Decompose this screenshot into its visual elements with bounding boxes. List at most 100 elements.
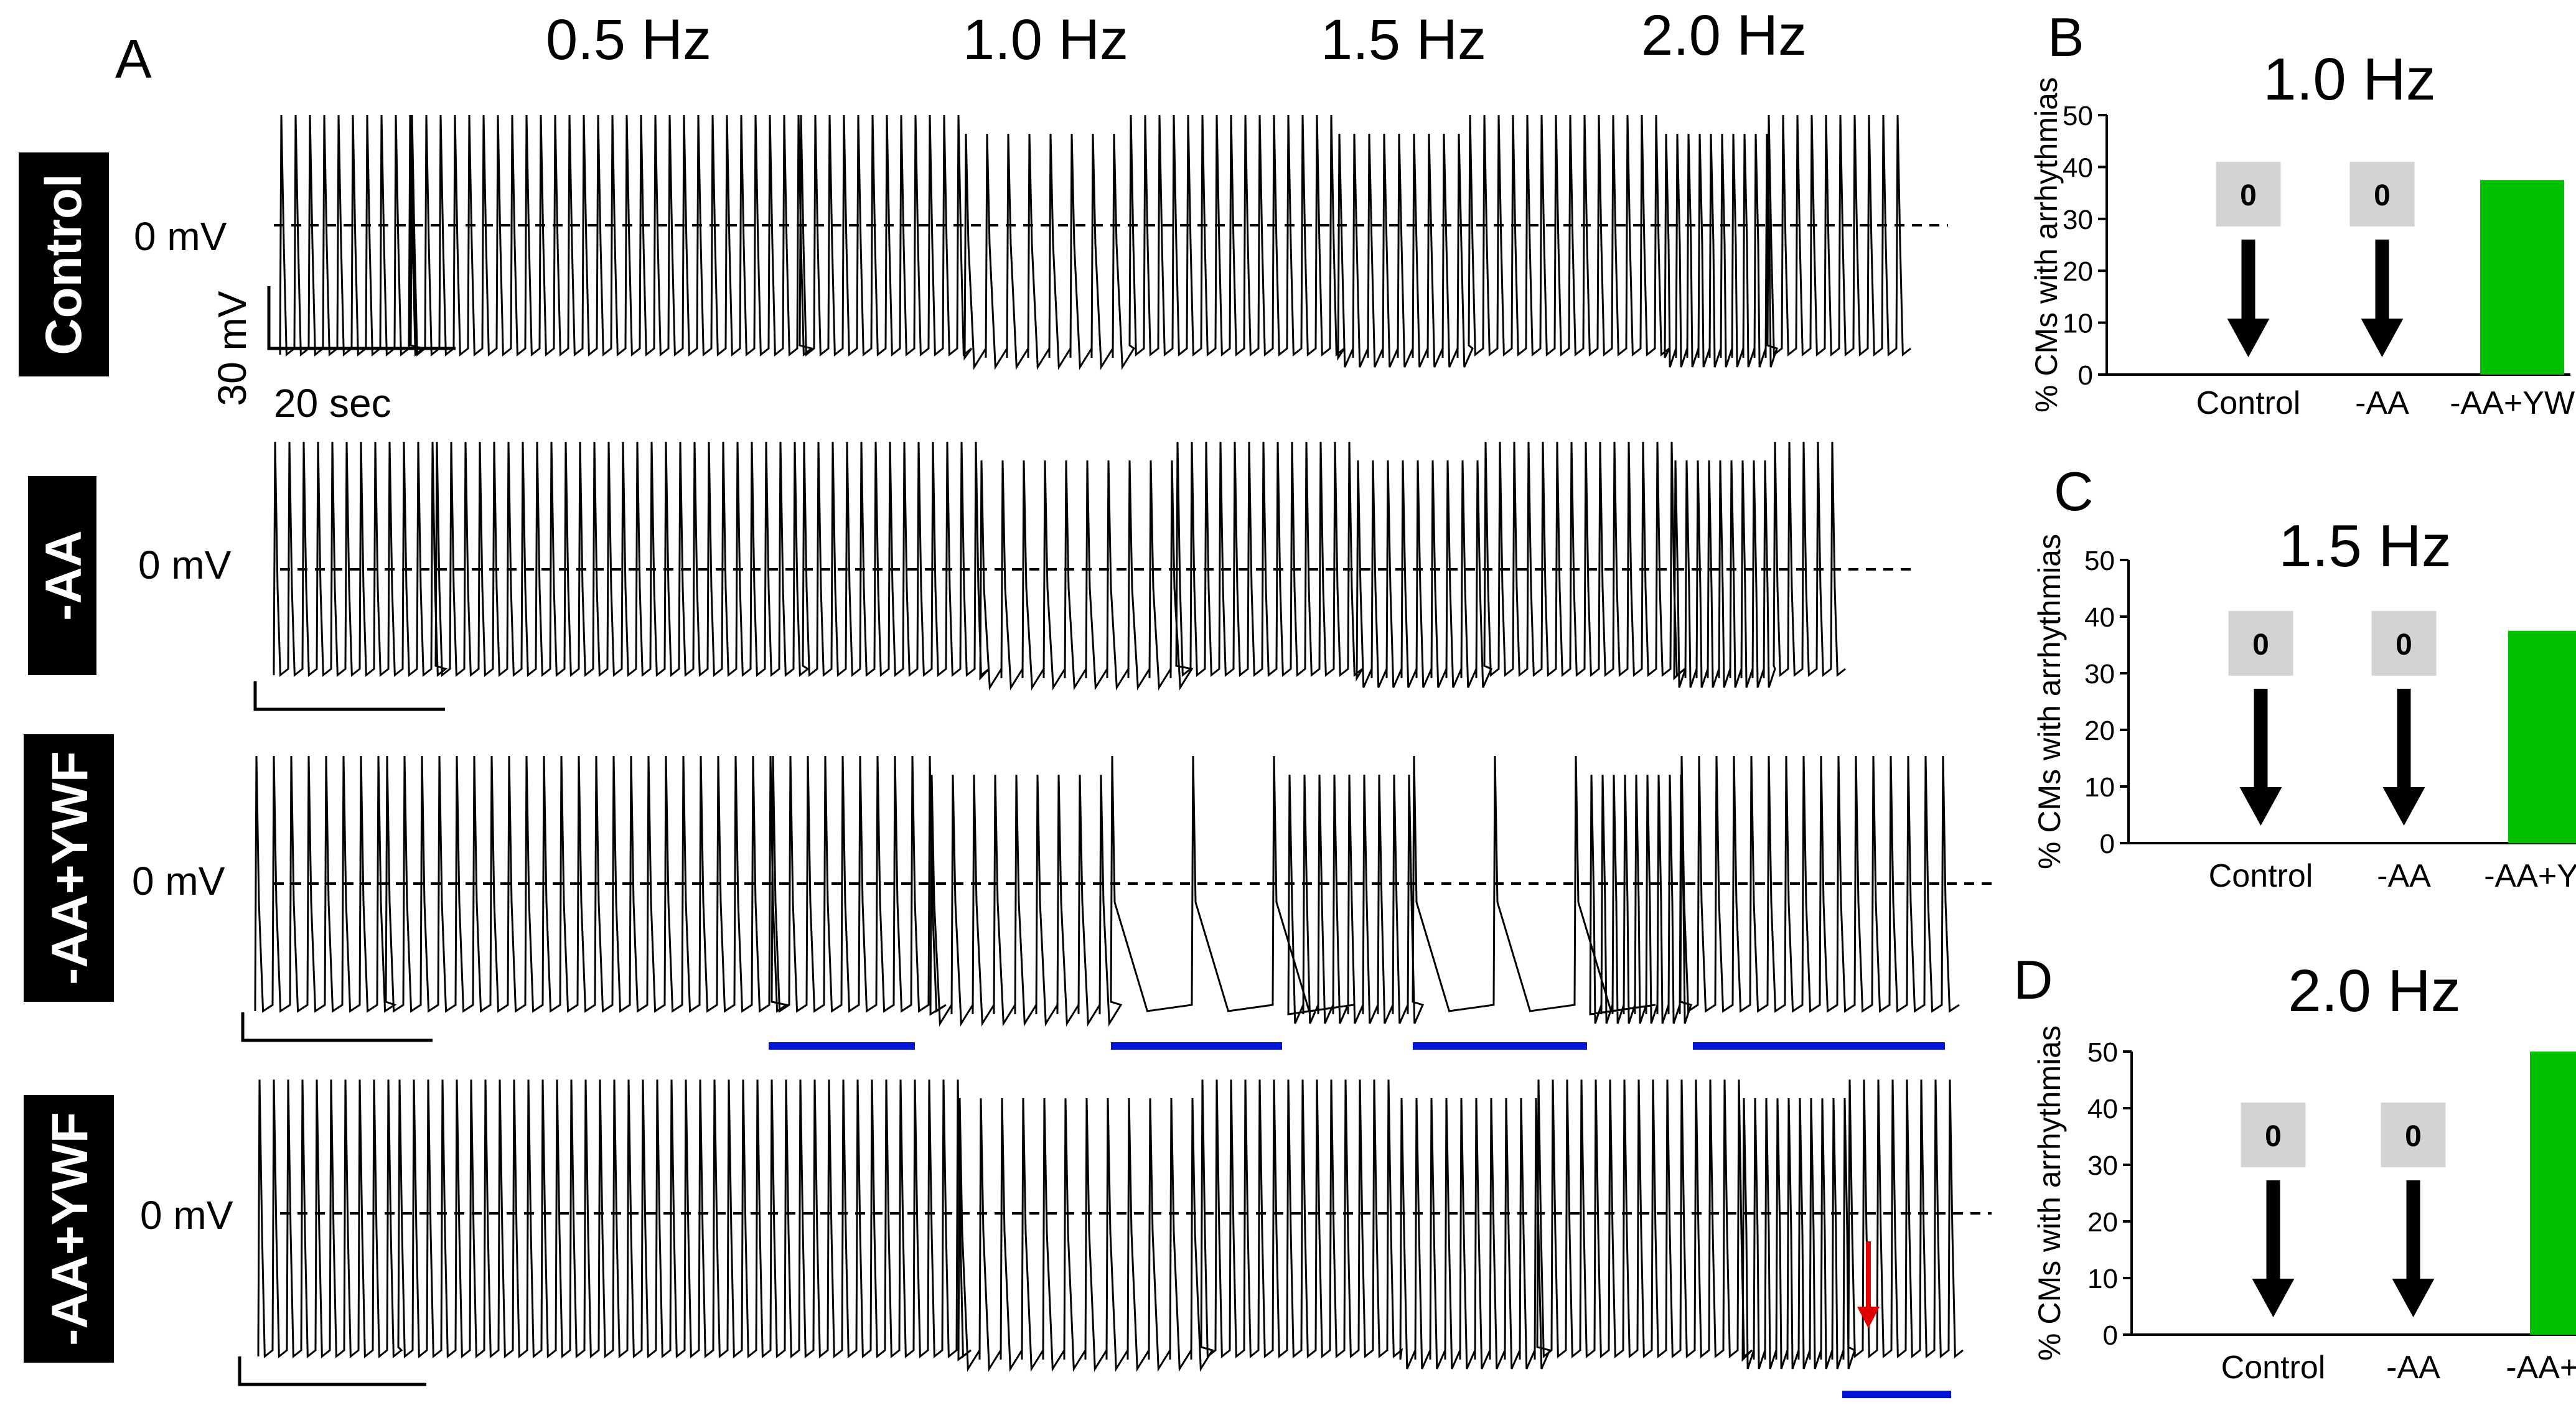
scale-time-label: 20 sec (274, 381, 391, 426)
trace-3 (238, 1079, 1992, 1398)
freq-label-0: 0.5 Hz (546, 8, 711, 72)
voltage-trace-3 (257, 1079, 1964, 1372)
y-axis-label-D: % CMs with arrhythmias (2032, 1025, 2067, 1361)
trace-0 (267, 114, 1948, 370)
category-label-C-2: -AA+YWF (2484, 858, 2576, 894)
bar-chart-D: D 2.0 Hz % CMs with arrhythmias 0 10 20 30 40 50… (2013, 949, 2576, 1386)
category-label-C-0: Control (2209, 858, 2313, 894)
condition-label-aa-ywf-2: -AA+YWF (24, 1095, 114, 1363)
zero-arrow-shaft-C-0 (2254, 688, 2268, 787)
zero-arrow-head-B-1 (2361, 319, 2404, 357)
zero-box-B-1 (2349, 162, 2415, 227)
panel-letter-B: B (2048, 6, 2084, 68)
arrhythmia-bar-2-0 (769, 1042, 915, 1050)
freq-label-3: 2.0 Hz (1641, 4, 1807, 67)
category-label-C-1: -AA (2377, 858, 2431, 894)
y-tick-label-B-1: 10 (2063, 309, 2093, 339)
zero-box-B-0 (2216, 162, 2281, 227)
scale-bar-2 (241, 1012, 433, 1042)
y-tick-label-D-4: 40 (2087, 1094, 2118, 1124)
zero-mv-label-0: 0 mV (134, 214, 227, 259)
trace-2 (241, 755, 1995, 1050)
arrhythmia-bar-2-3 (1693, 1042, 1945, 1050)
zero-arrow-shaft-D-1 (2406, 1180, 2420, 1279)
y-tick-label-C-0: 0 (2100, 829, 2115, 859)
zero-label-D-0: 0 (2265, 1120, 2282, 1153)
category-label-B-0: Control (2196, 385, 2301, 421)
zero-label-C-0: 0 (2252, 628, 2269, 661)
bar-B-2 (2480, 180, 2564, 375)
zero-box-C-1 (2371, 610, 2437, 676)
y-tick-label-C-4: 40 (2084, 602, 2115, 633)
zero-box-D-1 (2381, 1102, 2446, 1167)
panel-letter-D: D (2013, 949, 2053, 1010)
y-tick-label-D-1: 10 (2087, 1264, 2118, 1294)
condition-text-control: Control (35, 174, 92, 355)
bar-title-C: 1.5 Hz (2279, 513, 2451, 579)
zero-arrow-shaft-C-1 (2397, 688, 2411, 787)
condition-text-aa-ywf-1: -AA+YWF (42, 751, 98, 985)
voltage-trace-1 (273, 441, 1846, 691)
arrhythmia-bar-2-1 (1111, 1042, 1282, 1050)
y-tick-label-C-5: 50 (2084, 546, 2115, 576)
category-label-D-0: Control (2221, 1350, 2326, 1386)
condition-text-aa: -AA (35, 530, 92, 621)
arrhythmia-bar-2-2 (1413, 1042, 1587, 1050)
y-tick-label-B-3: 30 (2063, 205, 2093, 235)
y-tick-label-D-5: 50 (2087, 1037, 2118, 1068)
voltage-trace-0 (279, 114, 1911, 370)
scale-bar-1 (253, 681, 445, 711)
category-label-B-2: -AA+YWF (2450, 385, 2576, 421)
panel-letter-C: C (2054, 460, 2094, 522)
red-arrow-head (1857, 1307, 1880, 1328)
y-tick-label-C-3: 30 (2084, 659, 2115, 689)
freq-label-2: 1.5 Hz (1321, 8, 1486, 72)
category-label-D-2: -AA+YWF (2506, 1350, 2576, 1386)
bar-chart-B: B 1.0 Hz % CMs with arrhythmias 0 10 20 30 40 50… (2029, 6, 2576, 421)
condition-label-aa: -AA (28, 476, 96, 675)
condition-text-aa-ywf-2: -AA+YWF (42, 1112, 98, 1346)
freq-label-1: 1.0 Hz (963, 8, 1128, 72)
category-label-B-1: -AA (2355, 385, 2409, 421)
zero-label-D-1: 0 (2405, 1120, 2422, 1153)
zero-mv-label-1: 0 mV (138, 543, 232, 587)
bar-charts: B 1.0 Hz % CMs with arrhythmias 0 10 20 30 40 50… (2013, 6, 2576, 1386)
zero-mv-label-3: 0 mV (140, 1193, 233, 1238)
zero-label-C-1: 0 (2396, 628, 2412, 661)
zero-mv-label-2: 0 mV (132, 859, 225, 903)
zero-label-B-0: 0 (2240, 179, 2257, 212)
y-axis-label-C: % CMs with arrhythmias (2032, 534, 2067, 869)
zero-box-C-0 (2228, 610, 2293, 676)
scale-bar-0 (267, 286, 456, 350)
y-tick-label-B-5: 50 (2063, 101, 2093, 131)
y-tick-label-C-2: 20 (2084, 716, 2115, 746)
y-axis-label-B: % CMs with arrhythmias (2029, 77, 2064, 413)
scale-voltage-label: 30 mV (210, 291, 255, 406)
arrhythmia-bar-3-0 (1842, 1391, 1951, 1398)
y-tick-label-D-3: 30 (2087, 1150, 2118, 1181)
zero-label-B-1: 0 (2374, 179, 2391, 212)
bar-title-B: 1.0 Hz (2263, 46, 2435, 113)
bar-C-2 (2508, 630, 2576, 843)
y-tick-label-B-4: 40 (2063, 152, 2093, 183)
zero-arrow-head-C-1 (2382, 787, 2425, 826)
bar-D-2 (2530, 1052, 2576, 1335)
zero-arrow-shaft-D-0 (2266, 1180, 2280, 1279)
y-tick-label-D-0: 0 (2103, 1320, 2118, 1351)
zero-arrow-head-C-0 (2239, 787, 2282, 826)
bar-title-D: 2.0 Hz (2288, 958, 2460, 1024)
y-tick-label-C-1: 10 (2084, 772, 2115, 803)
scale-bar-3 (238, 1356, 426, 1386)
zero-arrow-head-B-0 (2227, 319, 2270, 357)
voltage-traces (238, 114, 1995, 1398)
y-tick-label-B-0: 0 (2078, 360, 2093, 391)
zero-arrow-shaft-B-0 (2241, 240, 2255, 319)
category-label-D-1: -AA (2386, 1350, 2440, 1386)
zero-arrow-head-D-1 (2392, 1279, 2435, 1317)
panel-a-letter: A (115, 28, 152, 90)
condition-label-control: Control (19, 152, 109, 376)
zero-arrow-shaft-B-1 (2375, 240, 2389, 319)
zero-arrow-head-D-0 (2252, 1279, 2295, 1317)
zero-box-D-0 (2241, 1102, 2306, 1167)
